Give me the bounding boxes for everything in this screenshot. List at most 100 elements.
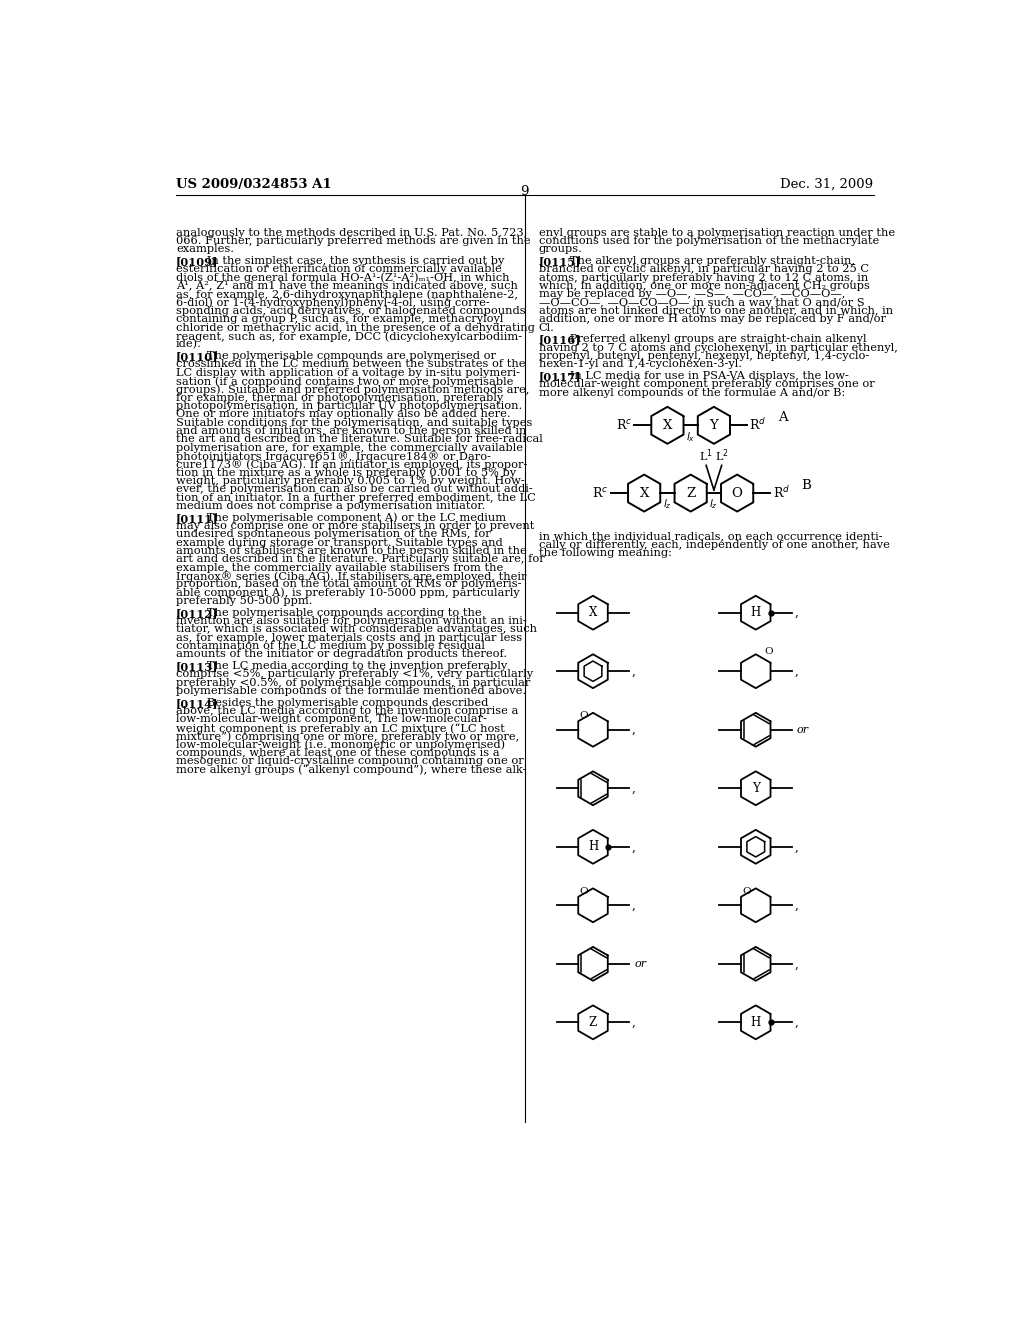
Text: R$^c$: R$^c$ [593,486,608,500]
Text: X: X [639,487,649,499]
Text: 6-diol) or 1-(4-hydroxyphenyl)phenyl-4-ol, using corre-: 6-diol) or 1-(4-hydroxyphenyl)phenyl-4-o… [176,298,489,309]
Text: sponding acids, acid derivatives, or halogenated compounds: sponding acids, acid derivatives, or hal… [176,306,525,315]
Text: One or more initiators may optionally also be added here.: One or more initiators may optionally al… [176,409,511,420]
Text: chloride or methacrylic acid, in the presence of a dehydrating: chloride or methacrylic acid, in the pre… [176,322,535,333]
Text: $\it{l}_z$: $\it{l}_z$ [710,498,718,511]
Text: able component A), is preferably 10-5000 ppm, particularly: able component A), is preferably 10-5000… [176,587,520,598]
Text: esterification or etherification of commercially available: esterification or etherification of comm… [176,264,502,275]
Text: groups.: groups. [539,244,583,255]
Text: molecular-weight component preferably comprises one or: molecular-weight component preferably co… [539,379,874,389]
Text: [0117]: [0117] [539,371,582,381]
Text: more alkenyl groups (“alkenyl compound”), where these alk-: more alkenyl groups (“alkenyl compound”)… [176,764,526,775]
Text: O: O [580,887,589,896]
Text: or: or [797,725,809,735]
Text: L$^2$: L$^2$ [715,447,728,463]
Text: may be replaced by —O—, —S—, —CO—, —CO—O—,: may be replaced by —O—, —S—, —CO—, —CO—O… [539,289,845,300]
Text: preferably <0.5%, of polymerisable compounds, in particular: preferably <0.5%, of polymerisable compo… [176,677,530,688]
Text: [0110]: [0110] [176,351,218,362]
Text: Besides the polymerisable compounds described: Besides the polymerisable compounds desc… [196,698,488,708]
Text: in which the individual radicals, on each occurrence identi-: in which the individual radicals, on eac… [539,532,883,541]
Text: compounds, where at least one of these compounds is a: compounds, where at least one of these c… [176,747,500,758]
Text: amounts of stabilisers are known to the person skilled in the: amounts of stabilisers are known to the … [176,546,526,556]
Text: comprise <5%, particularly preferably <1%, very particularly: comprise <5%, particularly preferably <1… [176,669,534,680]
Text: addition, one or more H atoms may be replaced by F and/or: addition, one or more H atoms may be rep… [539,314,886,325]
Text: examples.: examples. [176,244,234,255]
Text: the art and described in the literature. Suitable for free-radical: the art and described in the literature.… [176,434,543,445]
Text: ,: , [795,1016,799,1028]
Text: [0113]: [0113] [176,661,218,672]
Text: R$^d$: R$^d$ [750,417,767,433]
Text: for example, thermal or photopolymerisation, preferably: for example, thermal or photopolymerisat… [176,393,504,403]
Text: X: X [589,606,597,619]
Text: crosslinked in the LC medium between the substrates of the: crosslinked in the LC medium between the… [176,359,525,370]
Text: In LC media for use in PSA-VA displays, the low-: In LC media for use in PSA-VA displays, … [558,371,849,381]
Text: more alkenyl compounds of the formulae A and/or B:: more alkenyl compounds of the formulae A… [539,388,845,397]
Text: H: H [751,606,761,619]
Text: B: B [802,479,811,492]
Text: In the simplest case, the synthesis is carried out by: In the simplest case, the synthesis is c… [196,256,504,267]
Text: [0114]: [0114] [176,698,218,709]
Text: tion in the mixture as a whole is preferably 0.001 to 5% by: tion in the mixture as a whole is prefer… [176,467,516,478]
Text: proportion, based on the total amount of RMs or polymeris-: proportion, based on the total amount of… [176,579,521,590]
Text: Irganox® series (Ciba AG). If stabilisers are employed, their: Irganox® series (Ciba AG). If stabiliser… [176,572,526,582]
Text: as, for example, lower materials costs and in particular less: as, for example, lower materials costs a… [176,632,522,643]
Text: sation (if a compound contains two or more polymerisable: sation (if a compound contains two or mo… [176,376,513,387]
Text: Cl.: Cl. [539,322,555,333]
Text: ,: , [632,841,636,853]
Text: O: O [732,487,742,499]
Text: Suitable conditions for the polymerisation, and suitable types: Suitable conditions for the polymerisati… [176,417,532,428]
Text: polymerisable compounds of the formulae mentioned above.: polymerisable compounds of the formulae … [176,686,526,696]
Text: photoinitiators Irgacure651®, Irgacure184® or Daro-: photoinitiators Irgacure651®, Irgacure18… [176,451,492,462]
Text: R$^d$: R$^d$ [773,486,790,502]
Text: hexen-1-yl and 1,4-cyclohexen-3-yl.: hexen-1-yl and 1,4-cyclohexen-3-yl. [539,359,741,370]
Text: diols of the general formula HO-A¹-(Z¹-A²)ₘ₁-OH, in which: diols of the general formula HO-A¹-(Z¹-A… [176,273,510,284]
Text: which, in addition, one or more non-adjacent CH₂ groups: which, in addition, one or more non-adja… [539,281,869,290]
Text: $\it{l}_z$: $\it{l}_z$ [663,498,672,511]
Text: 066. Further, particularly preferred methods are given in the: 066. Further, particularly preferred met… [176,236,530,246]
Text: The alkenyl groups are preferably straight-chain,: The alkenyl groups are preferably straig… [558,256,855,267]
Text: The polymerisable component A) or the LC medium: The polymerisable component A) or the LC… [196,512,506,523]
Text: O: O [742,887,752,896]
Text: mixture”) comprising one or more, preferably two or more,: mixture”) comprising one or more, prefer… [176,731,519,742]
Text: ,: , [632,1016,636,1028]
Text: O: O [764,647,773,656]
Text: branched or cyclic alkenyl, in particular having 2 to 25 C: branched or cyclic alkenyl, in particula… [539,264,868,275]
Text: propenyl, butenyl, pentenyl, hexenyl, heptenyl, 1,4-cyclo-: propenyl, butenyl, pentenyl, hexenyl, he… [539,351,869,362]
Text: ,: , [795,606,799,619]
Text: cure1173® (Ciba AG). If an initiator is employed, its propor-: cure1173® (Ciba AG). If an initiator is … [176,459,527,470]
Text: as, for example, 2,6-dihydroxynaphthalene (naphthalene-2,: as, for example, 2,6-dihydroxynaphthalen… [176,289,518,300]
Text: [0111]: [0111] [176,512,219,524]
Text: H: H [588,841,598,853]
Text: or: or [634,958,646,969]
Text: ,: , [632,899,636,912]
Text: The polymerisable compounds according to the: The polymerisable compounds according to… [196,607,481,618]
Text: ,: , [632,781,636,795]
Text: Z: Z [589,1016,597,1028]
Text: US 2009/0324853 A1: US 2009/0324853 A1 [176,178,332,190]
Text: mesogenic or liquid-crystalline compound containing one or: mesogenic or liquid-crystalline compound… [176,756,524,766]
Text: O: O [580,711,589,721]
Text: photopolymerisation, in particular UV photopolymerisation.: photopolymerisation, in particular UV ph… [176,401,522,411]
Text: A: A [778,411,787,424]
Text: $\it{l}_x$: $\it{l}_x$ [686,430,695,444]
Text: weight component is preferably an LC mixture (“LC host: weight component is preferably an LC mix… [176,723,505,734]
Text: analogously to the methods described in U.S. Pat. No. 5,723,: analogously to the methods described in … [176,227,527,238]
Text: cally or differently, each, independently of one another, have: cally or differently, each, independentl… [539,540,890,550]
Text: conditions used for the polymerisation of the methacrylate: conditions used for the polymerisation o… [539,236,879,246]
Text: ,: , [795,665,799,677]
Text: 9: 9 [520,185,529,198]
Text: tion of an initiator. In a further preferred embodiment, the LC: tion of an initiator. In a further prefe… [176,492,536,503]
Text: Dec. 31, 2009: Dec. 31, 2009 [780,178,873,190]
Text: X: X [663,418,672,432]
Text: may also comprise one or more stabilisers in order to prevent: may also comprise one or more stabiliser… [176,521,535,531]
Text: [0112]: [0112] [176,607,218,619]
Text: invention are also suitable for polymerisation without an ini-: invention are also suitable for polymeri… [176,616,526,626]
Text: and amounts of initiators, are known to the person skilled in: and amounts of initiators, are known to … [176,426,526,436]
Text: example during storage or transport. Suitable types and: example during storage or transport. Sui… [176,537,503,548]
Text: above, the LC media according to the invention comprise a: above, the LC media according to the inv… [176,706,518,715]
Text: weight, particularly preferably 0.005 to 1% by weight. How-: weight, particularly preferably 0.005 to… [176,477,524,486]
Text: atoms, particularly preferably having 2 to 12 C atoms, in: atoms, particularly preferably having 2 … [539,273,868,282]
Text: The polymerisable compounds are polymerised or: The polymerisable compounds are polymeri… [196,351,496,362]
Text: art and described in the literature. Particularly suitable are, for: art and described in the literature. Par… [176,554,545,565]
Text: having 2 to 7 C atoms and cyclohexenyl, in particular ethenyl,: having 2 to 7 C atoms and cyclohexenyl, … [539,343,898,352]
